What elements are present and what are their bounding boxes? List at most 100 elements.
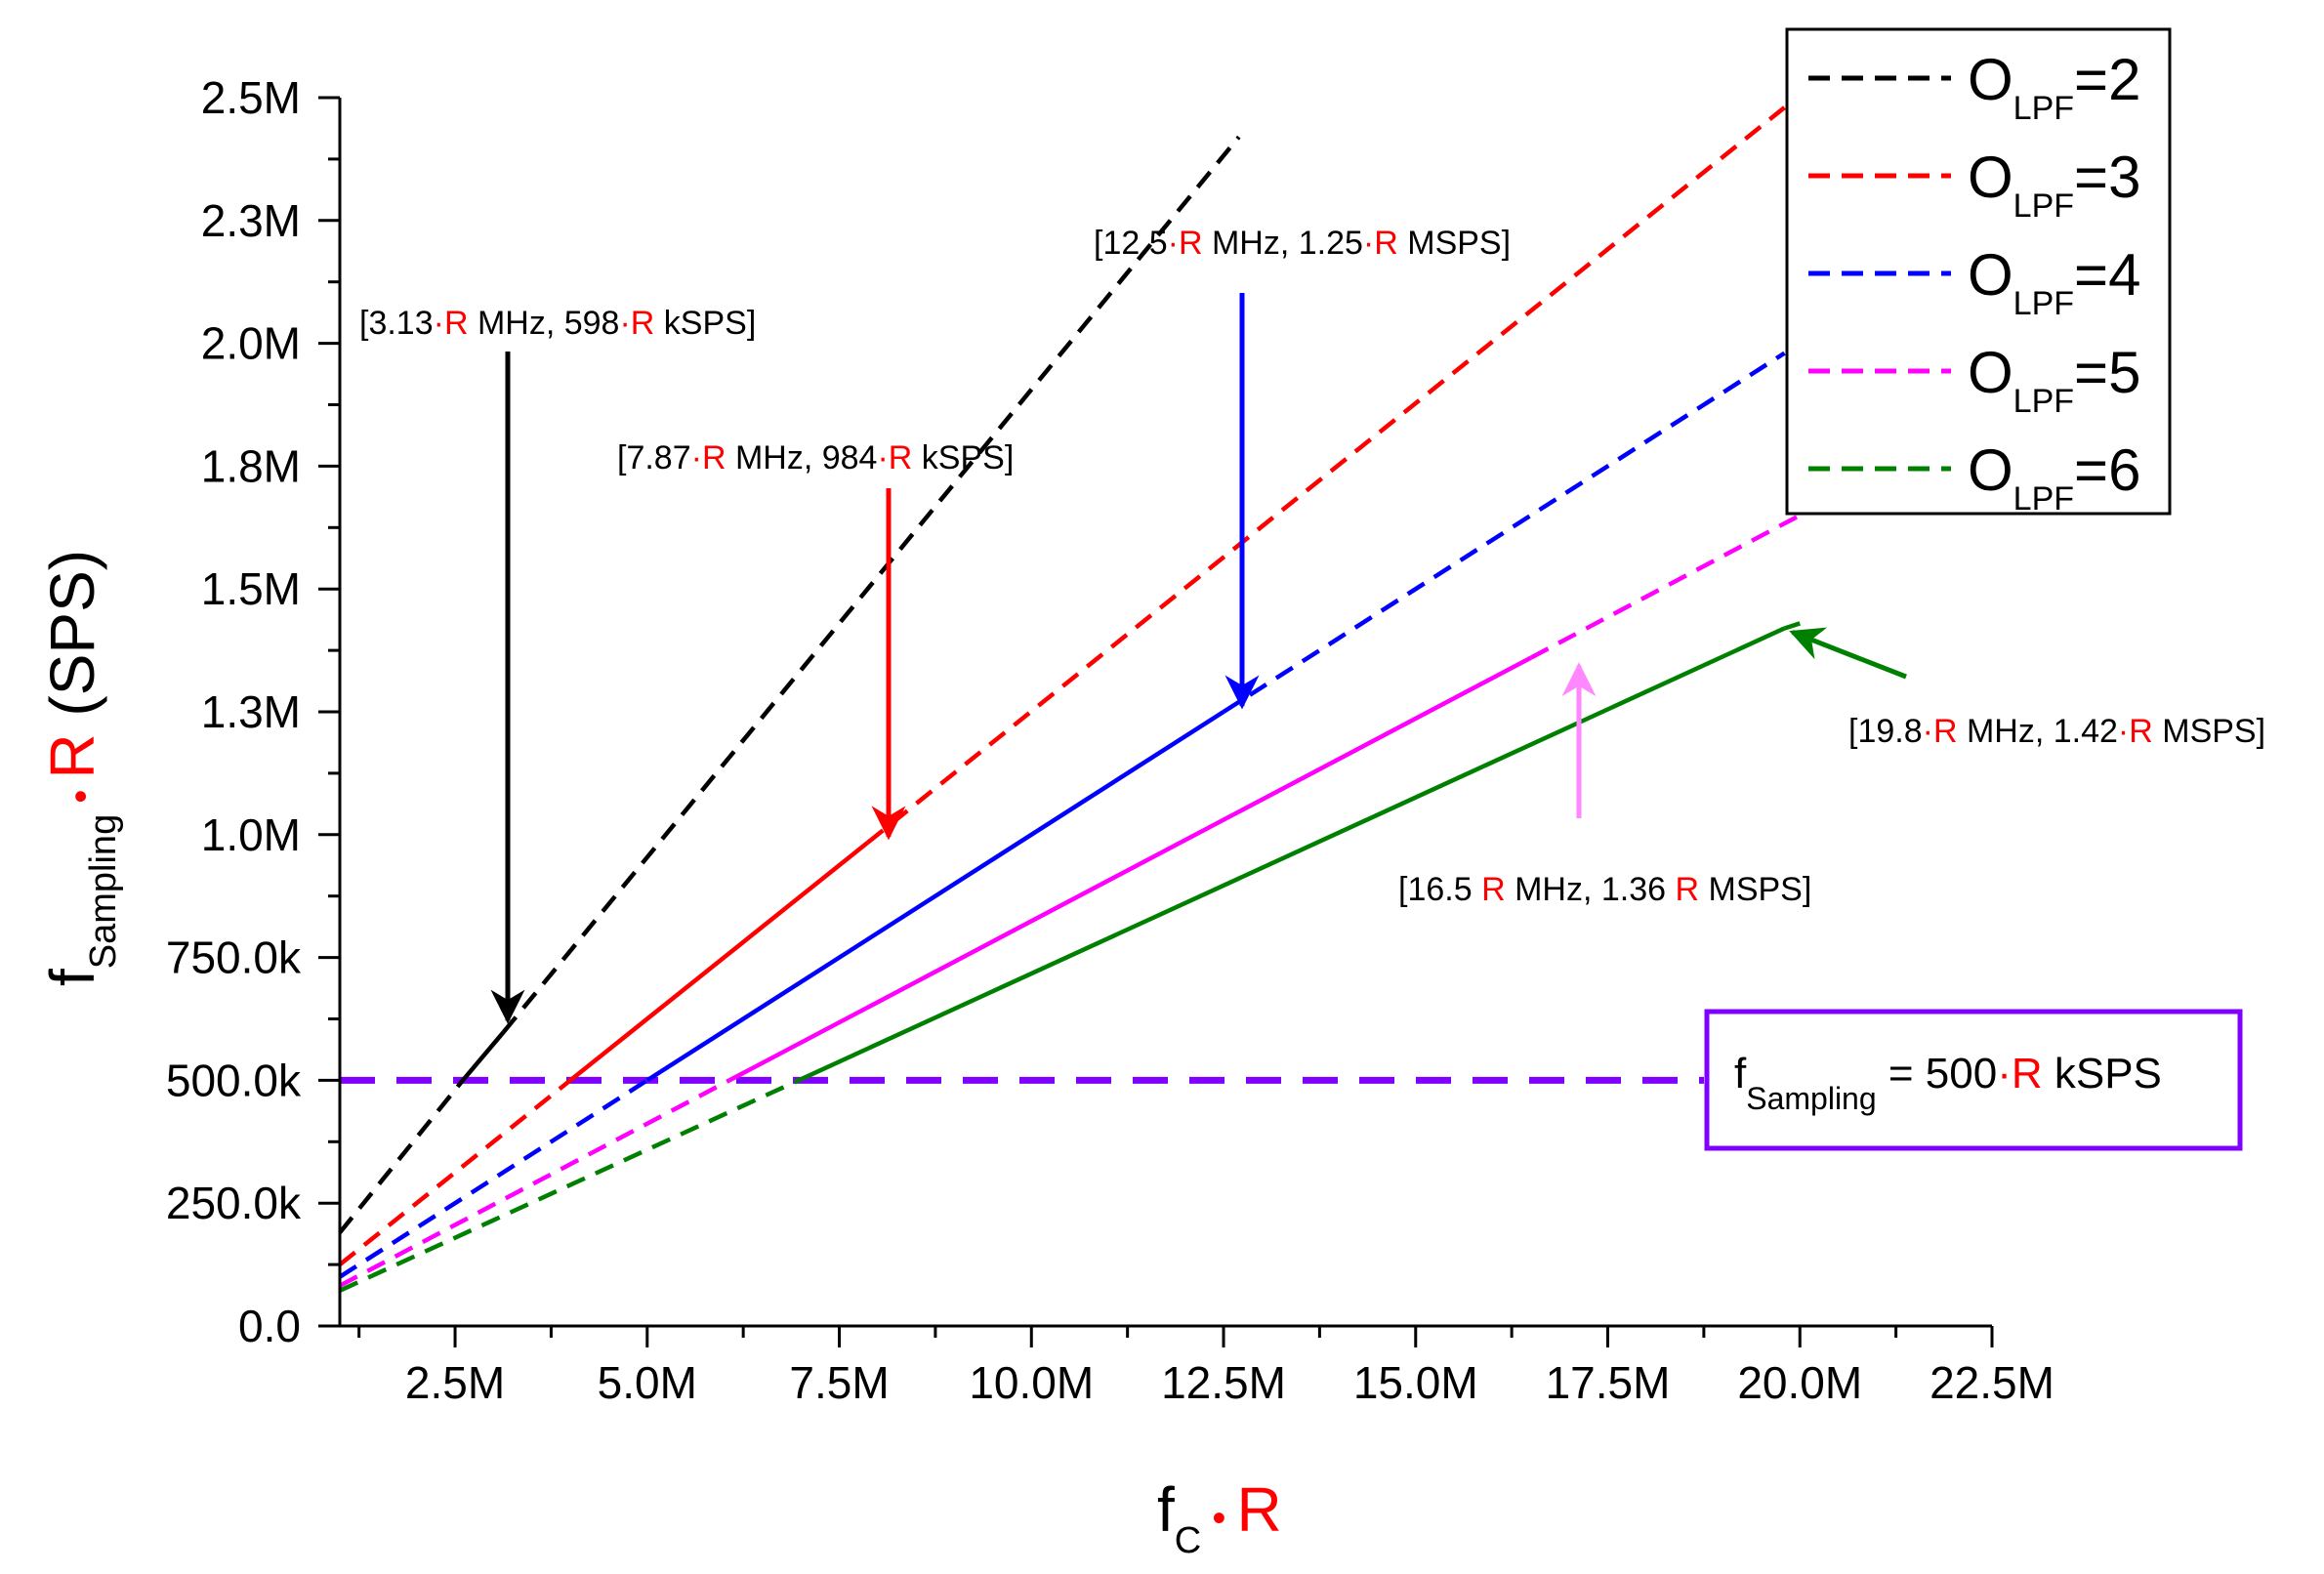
x-tick-label: 15.0M bbox=[1353, 1357, 1478, 1408]
y-title-r: R bbox=[37, 733, 107, 778]
annotation-text: kSPS] bbox=[912, 439, 1014, 476]
y-axis-title: fSampling • R (SPS) bbox=[37, 550, 124, 986]
legend-base: O bbox=[1968, 242, 2013, 308]
series-solid-segment bbox=[568, 841, 870, 1083]
annotation-label: [3.13·R MHz, 598·R kSPS] bbox=[359, 305, 756, 342]
annotation-label: [12.5·R MHz, 1.25·R MSPS] bbox=[1094, 225, 1511, 262]
annotation-text: MHz, 1.36 bbox=[1506, 871, 1676, 908]
x-tick-label: 20.0M bbox=[1737, 1357, 1862, 1408]
x-tick-label: 2.5M bbox=[405, 1357, 505, 1408]
x-tick-label: 22.5M bbox=[1930, 1357, 2054, 1408]
y-title-unit: (SPS) bbox=[37, 550, 107, 733]
y-tick-label: 2.3M bbox=[201, 195, 301, 246]
threshold-label: fSampling = 500·R kSPS bbox=[1734, 1050, 2162, 1116]
x-title-dot: • bbox=[1201, 1497, 1236, 1540]
legend-subscript: LPF bbox=[2013, 285, 2074, 322]
legend-subscript: LPF bbox=[2013, 383, 2074, 420]
threshold-subscript: Sampling bbox=[1746, 1081, 1876, 1116]
y-tick-label: 2.5M bbox=[201, 72, 301, 123]
annotation-r-factor: ·R bbox=[434, 305, 469, 342]
annotation-3: [7.87·R MHz, 984·R kSPS] bbox=[617, 439, 1014, 841]
legend-entry-label: OLPF=3 bbox=[1968, 145, 2140, 225]
legend-subscript: LPF bbox=[2013, 480, 2074, 518]
x-tick-label: 17.5M bbox=[1546, 1357, 1671, 1408]
annotations-group: [3.13·R MHz, 598·R kSPS][7.87·R MHz, 984… bbox=[359, 225, 2265, 1024]
y-title-subscript: Sampling bbox=[83, 814, 124, 969]
series-dashed-high bbox=[1222, 351, 1786, 714]
annotation-text: MHz, 1.25 bbox=[1203, 225, 1363, 262]
legend-subscript: LPF bbox=[2013, 187, 2074, 225]
series-4 bbox=[338, 351, 1786, 1279]
annotation-text: MSPS] bbox=[1398, 225, 1511, 262]
series-5 bbox=[338, 513, 1802, 1288]
legend-entry-label: OLPF=2 bbox=[1968, 47, 2140, 127]
legend-tail: =3 bbox=[2074, 145, 2140, 210]
annotation-text: [12.5 bbox=[1094, 225, 1168, 262]
legend-entry-label: OLPF=5 bbox=[1968, 340, 2140, 420]
series-dashed-low bbox=[338, 1078, 572, 1266]
x-tick-label: 7.5M bbox=[789, 1357, 889, 1408]
legend-group: OLPF=2OLPF=3OLPF=4OLPF=5OLPF=6fSampling … bbox=[1704, 27, 2243, 1151]
x-tick-label: 5.0M bbox=[598, 1357, 697, 1408]
x-title-f: f bbox=[1157, 1474, 1175, 1545]
legend-subscript: LPF bbox=[2013, 90, 2074, 127]
annotation-label: [7.87·R MHz, 984·R kSPS] bbox=[617, 439, 1014, 476]
series-dashed-high bbox=[501, 135, 1241, 1034]
annotation-text: [16.5 bbox=[1398, 871, 1481, 908]
annotation-2: [3.13·R MHz, 598·R kSPS] bbox=[359, 305, 756, 1024]
legend-entry-label: OLPF=4 bbox=[1968, 242, 2140, 322]
threshold-r: R bbox=[2012, 1050, 2043, 1098]
x-title-r: R bbox=[1236, 1474, 1281, 1545]
annotation-5: [16.5 R MHz, 1.36 R MSPS] bbox=[1398, 662, 1811, 908]
legend-base: O bbox=[1968, 47, 2013, 112]
series-dashed-low bbox=[339, 1078, 800, 1293]
threshold-eq: = 500 bbox=[1877, 1050, 1998, 1098]
annotation-text: MSPS] bbox=[2153, 713, 2265, 750]
y-tick-label: 500.0k bbox=[166, 1055, 302, 1105]
legend-base: O bbox=[1968, 145, 2013, 210]
annotation-r-factor: ·R bbox=[619, 305, 654, 342]
annotation-r-factor: ·R bbox=[1168, 225, 1203, 262]
series-group bbox=[338, 105, 1802, 1293]
series-dashed-high bbox=[866, 105, 1786, 845]
series-dashed-high bbox=[1529, 513, 1802, 660]
x-tick-label: 10.0M bbox=[969, 1357, 1094, 1408]
annotation-r-factor: ·R bbox=[1363, 225, 1398, 262]
annotation-text: kSPS] bbox=[654, 305, 756, 342]
threshold-dot: · bbox=[1997, 1050, 2012, 1098]
y-tick-label: 250.0k bbox=[166, 1178, 302, 1228]
series-dashed-low bbox=[338, 1078, 731, 1288]
annotation-arrow bbox=[1789, 627, 1907, 680]
series-solid-segment bbox=[645, 710, 1225, 1083]
legend-tail: =4 bbox=[2074, 242, 2140, 308]
annotation-r-factor: ·R bbox=[691, 439, 726, 476]
axes-group: 2.5M 5.0M 7.5M 10.0M 12.5M 15.0M 17.5M 20.0M 22.… bbox=[166, 72, 2054, 1408]
legend-entry-label: OLPF=6 bbox=[1968, 437, 2140, 518]
legend-base: O bbox=[1968, 340, 2013, 405]
annotation-label: [19.8·R MHz, 1.42·R MSPS] bbox=[1848, 713, 2265, 750]
series-solid-segment bbox=[461, 1030, 506, 1082]
threshold-box-frame bbox=[1704, 1009, 2243, 1151]
series-dashed-high bbox=[1783, 621, 1801, 631]
annotation-r-factor: ·R bbox=[1923, 713, 1958, 750]
annotation-r-factor: ·R bbox=[2118, 713, 2153, 750]
annotation-text: MHz, 984 bbox=[726, 439, 878, 476]
annotation-text: MHz, 598 bbox=[469, 305, 620, 342]
y-tick-label: 1.5M bbox=[201, 563, 301, 614]
annotation-r-factor: R bbox=[1481, 871, 1506, 908]
threshold-f: f bbox=[1734, 1050, 1747, 1098]
threshold-unit: kSPS bbox=[2043, 1050, 2162, 1098]
x-tick-label: 12.5M bbox=[1161, 1357, 1286, 1408]
annotation-label: [16.5 R MHz, 1.36 R MSPS] bbox=[1398, 871, 1811, 908]
annotation-6: [19.8·R MHz, 1.42·R MSPS] bbox=[1789, 627, 2265, 750]
legend-base: O bbox=[1968, 437, 2013, 503]
series-2 bbox=[338, 135, 1241, 1234]
series-dashed-low bbox=[338, 1078, 465, 1234]
annotation-r-factor: R bbox=[1675, 871, 1699, 908]
annotation-text: MSPS] bbox=[1699, 871, 1811, 908]
annotation-text: [3.13 bbox=[359, 305, 434, 342]
annotation-text: MHz, 1.42 bbox=[1958, 713, 2118, 750]
legend-tail: =5 bbox=[2074, 340, 2140, 405]
